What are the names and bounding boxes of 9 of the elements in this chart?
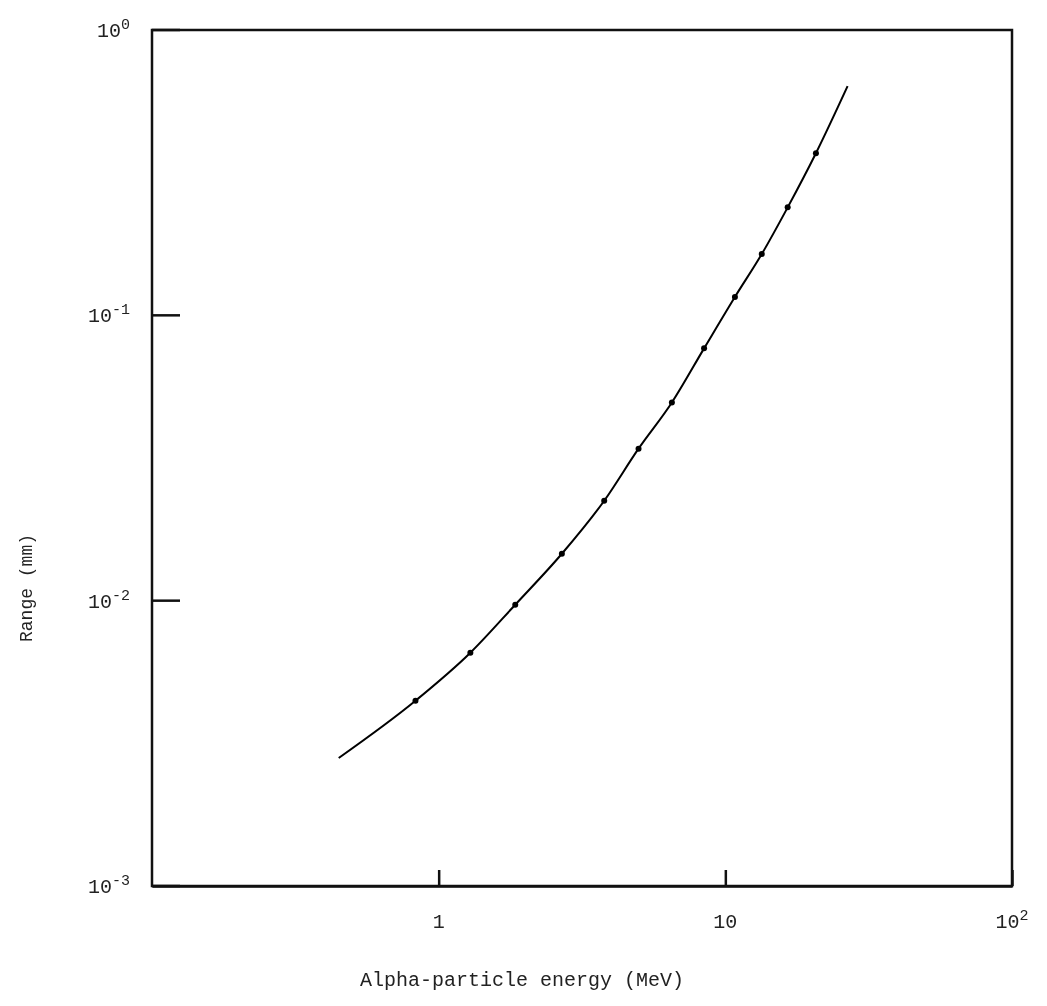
x-tick-label: 10 <box>713 911 738 934</box>
y-axis-title: Range (mm) <box>17 533 37 643</box>
y-tick-label: 10$^{-2}$ <box>87 587 130 614</box>
y-tick-label: 10$^{-3}$ <box>87 872 130 899</box>
x-tick-label: 1 <box>432 911 445 934</box>
y-tick-label: 10$^{-1}$ <box>87 301 130 329</box>
x-axis-title: Alpha-particle energy (MeV) <box>359 969 685 992</box>
y-tick-label: 10$^{0}$ <box>96 16 130 43</box>
x-tick-label: 10$^{2}$ <box>995 907 1029 934</box>
